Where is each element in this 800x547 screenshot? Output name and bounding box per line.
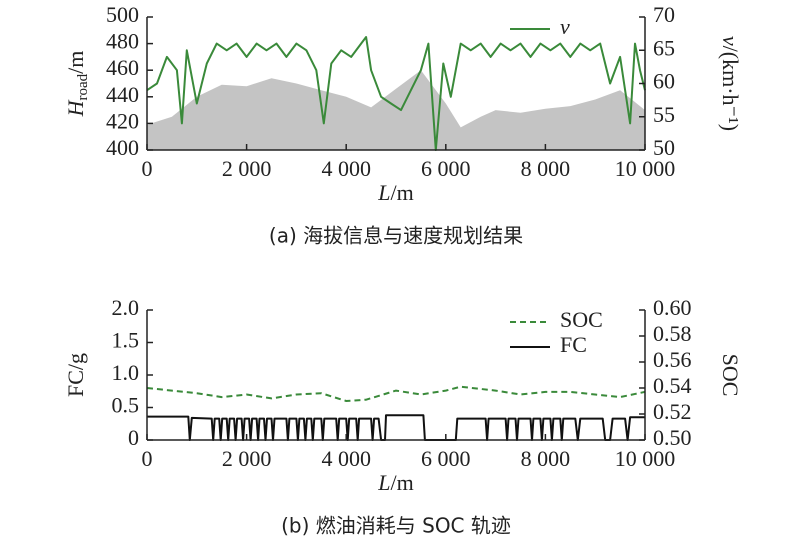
x-tick-label: 0 [142, 446, 153, 471]
y2-tick-label: 0.58 [653, 321, 692, 346]
caption: (b) 燃油消耗与 SOC 轨迹 [281, 514, 511, 538]
x-axis-label-symbol: L [377, 180, 390, 205]
x-axis-label: L/m [377, 470, 413, 495]
y-tick-label: 1.0 [112, 360, 140, 385]
y-axis-label: FC/g [63, 353, 88, 397]
x-axis-label-symbol: L [377, 470, 390, 495]
y-tick-label: 0 [128, 425, 139, 450]
x-tick-label: 10 000 [615, 446, 676, 471]
line [146, 385, 646, 402]
y2-axis-label: SOC [718, 354, 743, 397]
line [147, 414, 645, 441]
x-tick-label: 8 000 [521, 446, 571, 471]
y-tick-label: 500 [106, 2, 139, 27]
x-tick-label: 2 000 [222, 446, 272, 471]
y-tick-label: 400 [106, 135, 139, 160]
x-tick-label: 0 [142, 156, 153, 181]
y-axis-label-symbol: H [63, 99, 88, 117]
y2-tick-label: 50 [653, 135, 675, 160]
y2-tick-label: 0.60 [653, 295, 692, 320]
y-tick-label: 480 [106, 29, 139, 54]
y-tick-label: 2.0 [112, 295, 140, 320]
x-tick-label: 4 000 [321, 156, 371, 181]
y2-tick-label: 0.52 [653, 399, 692, 424]
y2-tick-label: 60 [653, 69, 675, 94]
y2-axis-label-symbol: v [718, 36, 743, 46]
y2-axis-label: v/(km·h⁻¹) [718, 36, 743, 131]
y2-tick-label: 55 [653, 102, 675, 127]
x-tick-label: 2 000 [222, 156, 272, 181]
y-tick-label: 460 [106, 55, 139, 80]
caption: (a) 海拔信息与速度规划结果 [269, 224, 523, 248]
x-axis-label-unit: /m [391, 180, 414, 205]
x-axis-label: L/m [377, 180, 413, 205]
y2-tick-label: 0.56 [653, 347, 692, 372]
x-tick-label: 8 000 [521, 156, 571, 181]
x-tick-label: 4 000 [321, 446, 371, 471]
line [146, 36, 646, 151]
legend-label: v [560, 14, 570, 39]
area [147, 70, 645, 150]
y-axis-label: Hroad/m [63, 51, 91, 118]
x-tick-label: 6 000 [421, 446, 471, 471]
legend-label: FC [560, 332, 587, 357]
y-tick-label: 0.5 [112, 393, 140, 418]
y2-tick-label: 0.50 [653, 425, 692, 450]
x-tick-label: 10 000 [615, 156, 676, 181]
y-axis-label-subscript: road [75, 73, 91, 100]
y2-axis-label-unit: /(km·h⁻¹) [718, 46, 743, 131]
y2-tick-label: 0.54 [653, 373, 692, 398]
y-tick-label: 440 [106, 82, 139, 107]
x-axis-label-unit: /m [391, 470, 414, 495]
x-tick-label: 6 000 [421, 156, 471, 181]
y-tick-label: 1.5 [112, 328, 140, 353]
y-axis-label-unit: /m [63, 51, 88, 74]
legend-label: SOC [560, 307, 603, 332]
y2-tick-label: 65 [653, 35, 675, 60]
y2-tick-label: 70 [653, 2, 675, 27]
y-tick-label: 420 [106, 108, 139, 133]
